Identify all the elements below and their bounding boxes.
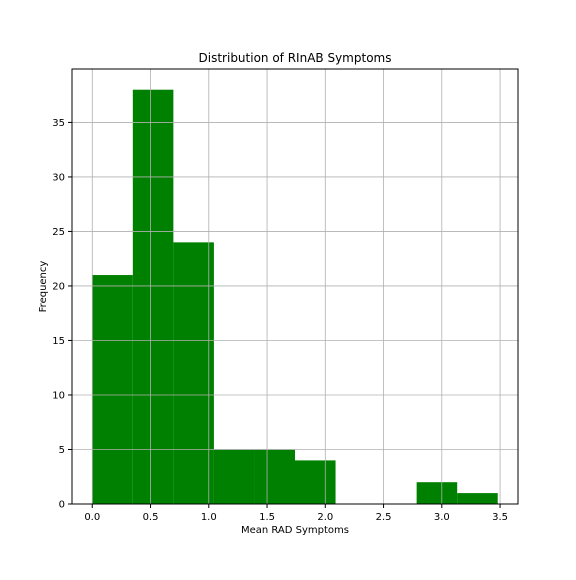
histogram-bar-5 xyxy=(295,460,336,504)
y-axis-ticks: 0 5 10 15 20 25 30 35 xyxy=(52,118,72,511)
y-tick-label-6: 30 xyxy=(52,172,65,183)
x-axis-ticks: 0.0 0.5 1.0 1.5 2.0 2.5 3.0 3.5 xyxy=(84,504,508,523)
x-tick-label-7: 3.5 xyxy=(492,512,508,523)
histogram-bar-0 xyxy=(92,275,133,504)
y-tick-label-2: 10 xyxy=(52,390,65,401)
histogram-bar-3 xyxy=(213,449,255,504)
x-tick-label-5: 2.5 xyxy=(376,512,392,523)
grid-group xyxy=(72,69,518,505)
y-tick-label-5: 25 xyxy=(52,227,65,238)
x-tick-label-0: 0.0 xyxy=(84,512,100,523)
x-tick-label-3: 1.5 xyxy=(259,512,275,523)
bars-group xyxy=(92,89,498,505)
histogram-bar-4 xyxy=(254,449,295,504)
histogram-bar-8 xyxy=(416,482,458,504)
x-axis-label: Mean RAD Symptoms xyxy=(241,525,349,536)
plot-frame xyxy=(71,68,519,505)
y-tick-label-1: 5 xyxy=(59,445,65,456)
x-tick-label-6: 3.0 xyxy=(434,512,450,523)
y-tick-label-4: 20 xyxy=(52,281,65,292)
x-tick-label-1: 0.5 xyxy=(143,512,159,523)
y-tick-label-3: 15 xyxy=(52,336,65,347)
histogram-bar-2 xyxy=(173,242,214,504)
chart-title: Distribution of RInAB Symptoms xyxy=(199,51,392,65)
x-tick-label-2: 1.0 xyxy=(201,512,217,523)
histogram-bar-9 xyxy=(457,493,498,504)
histogram-bar-1 xyxy=(132,89,174,505)
y-tick-label-0: 0 xyxy=(59,500,65,511)
y-tick-label-7: 35 xyxy=(52,118,65,129)
x-tick-label-4: 2.0 xyxy=(317,512,333,523)
y-axis-label: Frequency xyxy=(38,261,49,313)
